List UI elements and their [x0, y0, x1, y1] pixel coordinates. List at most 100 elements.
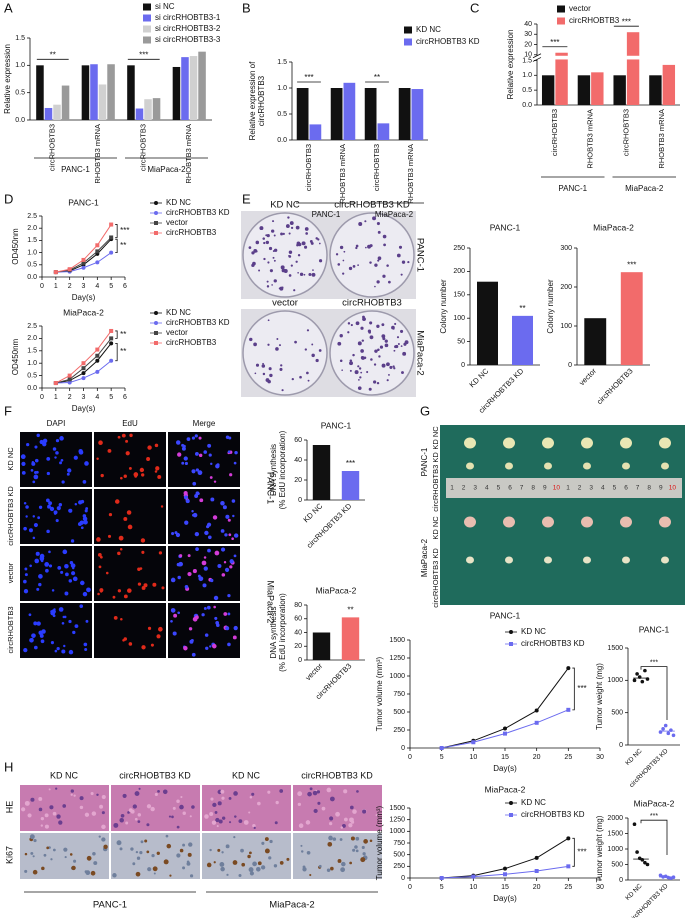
nucleus: [169, 874, 172, 877]
cell: [84, 647, 88, 651]
colony: [306, 329, 310, 332]
colony: [347, 322, 351, 325]
sig-label: ***: [550, 38, 559, 47]
x-tick-label: 0: [408, 884, 412, 891]
y-tick-label: 1500: [607, 830, 623, 837]
microscopy-image: [168, 546, 240, 601]
cell: [125, 451, 130, 456]
cell: [48, 501, 53, 506]
series-line: [55, 330, 112, 384]
y-tick-label: 2.5: [27, 323, 37, 330]
cell: [215, 621, 220, 625]
x-tick-label: 15: [501, 754, 509, 761]
cell: [204, 633, 209, 637]
legend-marker: [509, 813, 513, 817]
nucleus: [32, 855, 35, 858]
nucleus: [119, 818, 124, 823]
bar: [135, 108, 144, 120]
cell: [190, 639, 194, 643]
colony: [392, 327, 395, 330]
nucleus: [176, 825, 180, 829]
sig-bracket: [640, 819, 668, 855]
x-axis-label: Day(s): [72, 293, 96, 302]
data-point: [67, 373, 72, 378]
cell: [231, 537, 234, 541]
nucleus: [163, 859, 169, 865]
nucleus: [326, 787, 332, 793]
cell: [227, 612, 231, 616]
colony: [372, 216, 377, 221]
data-point: [81, 361, 86, 366]
bar: [312, 632, 331, 660]
nucleus: [332, 837, 337, 841]
legend-label: KD NC: [166, 198, 191, 207]
nucleus: [209, 812, 214, 817]
colony: [278, 344, 281, 347]
image-row-label: circRHOBTB3 KD: [6, 486, 15, 546]
sig-label: ***: [650, 659, 658, 666]
colony: [398, 245, 403, 249]
cell: [203, 556, 207, 559]
colony: [354, 370, 359, 375]
nucleus: [86, 855, 92, 861]
cell: [197, 574, 201, 578]
colony: [348, 266, 353, 271]
nucleus: [166, 843, 172, 849]
colony: [315, 237, 318, 240]
cell: [213, 605, 216, 609]
colony: [367, 329, 372, 333]
nucleus: [220, 789, 225, 794]
cell: [127, 524, 133, 530]
colony: [388, 373, 390, 376]
panel-label: A: [4, 0, 13, 15]
nucleus: [176, 853, 181, 858]
data-point: [661, 727, 665, 731]
data-point: [534, 869, 539, 873]
nucleus: [73, 794, 76, 797]
cell: [38, 574, 43, 579]
sig-bracket: [115, 224, 118, 238]
colony: [376, 222, 380, 226]
y-tick-label: 0.0: [522, 102, 532, 109]
y-axis-label: (% EdU incorporation): [278, 430, 287, 509]
image-row-label: circRHOBTB3 KD: [431, 548, 440, 608]
cell: [202, 583, 207, 588]
colony: [273, 248, 278, 252]
image-label: vector: [272, 298, 298, 309]
nucleus: [260, 865, 266, 870]
colony: [382, 274, 386, 278]
nucleus: [243, 820, 249, 825]
cell: [183, 646, 188, 651]
nucleus: [146, 850, 150, 854]
cell: [210, 462, 213, 466]
legend-label: si circRHOBTB3-1: [155, 13, 221, 22]
x-tick-label: 5: [109, 394, 113, 401]
y-tick-label: 1000: [389, 828, 405, 835]
x-tick-label: RHOBTB3 mRNA: [93, 124, 102, 184]
colony: [312, 269, 314, 271]
colony: [374, 285, 376, 288]
bar: [53, 104, 61, 120]
colony: [393, 367, 396, 370]
y-tick-label: 0.5: [27, 262, 37, 269]
cell: [118, 535, 124, 541]
image-row-label: vector: [6, 562, 15, 583]
cell: [146, 456, 151, 461]
nucleus: [321, 806, 326, 811]
sig-label: ***: [627, 260, 636, 269]
image-row-label: Ki67: [4, 846, 14, 864]
cell: [137, 582, 142, 586]
x-tick-label: circRHOBTB3: [550, 109, 559, 156]
panel-label: D: [4, 191, 13, 206]
ruler-number: 10: [669, 485, 677, 492]
data-point: [95, 347, 100, 352]
tumor: [581, 516, 593, 528]
cell: [28, 613, 32, 617]
cell: [39, 633, 44, 638]
data-point: [109, 328, 114, 333]
image-column-label: EdU: [122, 419, 138, 428]
data-point: [632, 822, 637, 826]
y-tick-label: 10: [524, 52, 532, 59]
nucleus: [363, 839, 368, 844]
nucleus: [24, 852, 28, 856]
